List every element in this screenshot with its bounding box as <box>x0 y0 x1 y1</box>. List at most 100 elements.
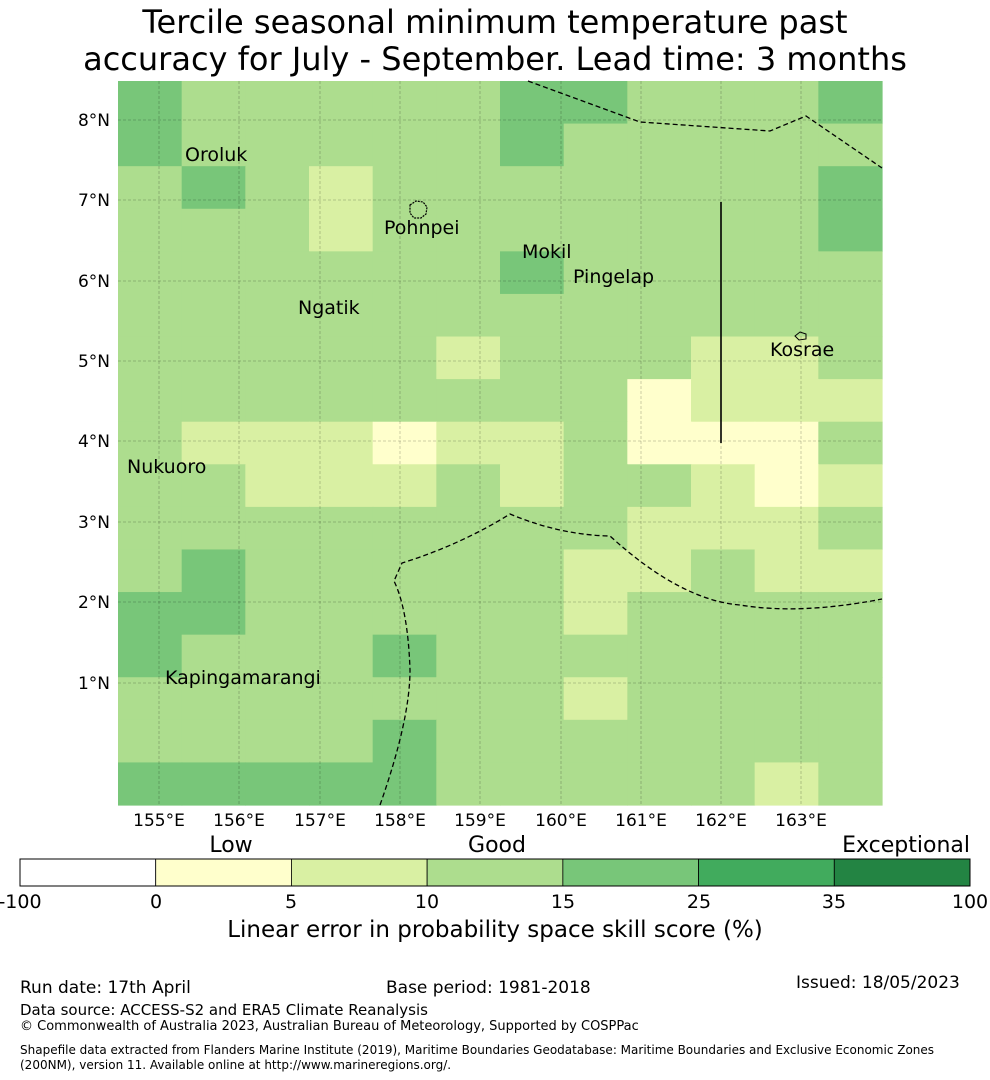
skill-cell <box>627 634 692 678</box>
colorbar-tick: 100 <box>952 891 988 913</box>
skill-cell <box>436 166 501 210</box>
skill-cell <box>754 208 819 252</box>
skill-cell <box>627 123 692 167</box>
lat-label: 8°N <box>78 111 110 131</box>
legend-category-good: Good <box>468 833 526 858</box>
skill-cell <box>818 166 883 210</box>
skill-cell <box>181 592 246 636</box>
lat-label: 6°N <box>78 272 110 292</box>
map-figure: 8°N 7°N 6°N 5°N 4°N 3°N 2°N 1°N 155°E 15… <box>0 80 988 913</box>
lon-label: 159°E <box>454 811 506 831</box>
skill-cell <box>245 506 310 551</box>
skill-cell <box>372 549 437 593</box>
skill-cell <box>818 421 883 465</box>
skill-cell <box>500 506 565 551</box>
skill-cell <box>818 719 883 764</box>
data-source: Data source: ACCESS-S2 and ERA5 Climate … <box>20 1001 428 1019</box>
kosrae-island-icon <box>794 331 807 341</box>
skill-cell <box>118 634 183 678</box>
place-label-nukuoro: Nukuoro <box>127 456 206 478</box>
legend-category-low: Low <box>209 833 252 858</box>
skill-cell <box>118 677 183 721</box>
chart-title: Tercile seasonal minimum temperature pas… <box>83 3 907 78</box>
skill-cell <box>181 719 246 764</box>
colorbar-frame <box>19 858 971 887</box>
skill-cell <box>500 421 565 465</box>
pohnpei-island-icon <box>409 200 428 219</box>
place-label-kosrae: Kosrae <box>770 339 834 361</box>
skill-cell <box>691 293 756 338</box>
skill-cell <box>245 379 310 423</box>
skill-cell <box>436 208 501 252</box>
skill-cell <box>500 336 565 380</box>
skill-cell <box>436 336 501 380</box>
longitude-axis: 155°E 156°E 157°E 158°E 159°E 160°E 161°… <box>133 811 827 831</box>
skill-cell <box>118 464 183 508</box>
skill-cell <box>181 421 246 465</box>
skill-cell <box>754 293 819 338</box>
skill-cell <box>563 251 628 295</box>
skill-cell <box>245 166 310 210</box>
place-label-mokil: Mokil <box>522 241 572 263</box>
lat-label: 3°N <box>78 513 110 533</box>
skill-cell <box>118 379 183 423</box>
skill-cell <box>627 506 692 551</box>
skill-cell <box>372 464 437 508</box>
skill-cell <box>436 81 501 125</box>
skill-cell <box>436 506 501 551</box>
skill-cell <box>627 677 692 721</box>
skill-cell <box>754 762 819 806</box>
skill-cell <box>563 677 628 721</box>
skill-cell <box>181 677 246 721</box>
skill-cell <box>245 762 310 806</box>
place-label-kapingamarangi: Kapingamarangi <box>165 667 321 689</box>
skill-cell <box>627 719 692 764</box>
copyright: © Commonwealth of Australia 2023, Austra… <box>20 1019 639 1034</box>
skill-cell <box>181 293 246 338</box>
colorbar-ticks: -100 0 5 10 15 25 35 100 <box>0 891 988 913</box>
skill-cell <box>500 379 565 423</box>
colorbar-title: Linear error in probability space skill … <box>227 917 763 943</box>
skill-cell <box>754 677 819 721</box>
skill-cell <box>118 123 183 167</box>
skill-cell <box>181 123 246 167</box>
skill-cell <box>309 719 374 764</box>
lat-label: 5°N <box>78 352 110 372</box>
skill-cell <box>309 379 374 423</box>
colorbar-segment <box>426 858 564 887</box>
skill-cell <box>563 549 628 593</box>
eez-boundary-south <box>379 513 883 806</box>
skill-cell <box>245 634 310 678</box>
skill-cell <box>563 634 628 678</box>
skill-cell <box>500 634 565 678</box>
lon-label: 158°E <box>374 811 426 831</box>
skill-cell <box>500 464 565 508</box>
skill-cell <box>500 719 565 764</box>
skill-grid <box>118 81 883 806</box>
lat-label: 2°N <box>78 593 110 613</box>
skill-cell <box>563 336 628 380</box>
skill-cell <box>754 379 819 423</box>
colorbar-segments <box>19 858 971 887</box>
skill-cell <box>245 208 310 252</box>
skill-cell <box>309 336 374 380</box>
skill-cell <box>436 123 501 167</box>
skill-cell <box>627 379 692 423</box>
skill-cell <box>627 592 692 636</box>
skill-cell <box>500 592 565 636</box>
skill-cell <box>372 336 437 380</box>
eez-boundary-north <box>527 80 883 169</box>
skill-cell <box>245 464 310 508</box>
skill-cell <box>500 81 565 125</box>
skill-cell <box>754 719 819 764</box>
place-label-pingelap: Pingelap <box>573 266 654 288</box>
colorbar-tick: 25 <box>687 891 711 913</box>
colorbar-tick: 15 <box>551 891 575 913</box>
skill-cell <box>118 336 183 380</box>
skill-cell <box>436 549 501 593</box>
skill-cell <box>245 421 310 465</box>
skill-cell <box>118 506 183 551</box>
skill-cell <box>372 81 437 125</box>
skill-cell <box>436 719 501 764</box>
skill-cell <box>118 762 183 806</box>
